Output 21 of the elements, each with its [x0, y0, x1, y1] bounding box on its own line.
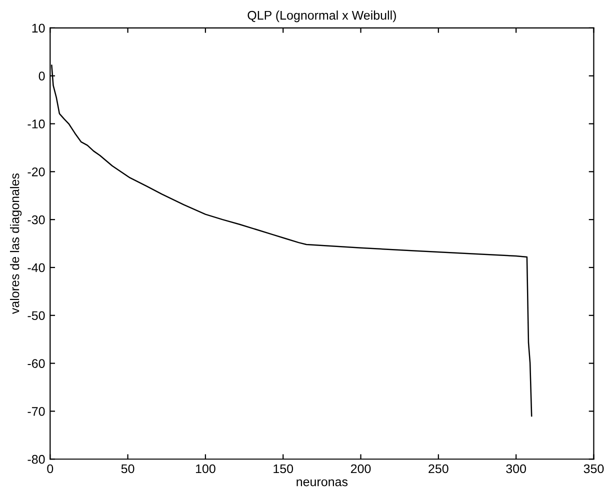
chart-title: QLP (Lognormal x Weibull) — [248, 10, 396, 22]
y-tick-label: -70 — [28, 407, 45, 416]
x-tick-label: 150 — [274, 464, 294, 474]
x-tick-label: 50 — [121, 464, 134, 474]
x-tick-label: 250 — [428, 464, 448, 474]
x-axis-title: neuronas — [296, 479, 348, 486]
y-tick-label: -50 — [28, 311, 45, 320]
y-tick-label: -60 — [28, 359, 45, 368]
y-tick-label: 0 — [38, 72, 45, 80]
y-tick-label: 10 — [32, 24, 45, 33]
x-tick-label: 300 — [506, 464, 526, 474]
y-tick-label: -80 — [28, 454, 45, 464]
y-tick-label: -20 — [28, 167, 45, 176]
y-tick-label: -40 — [28, 263, 45, 272]
y-tick-label: -10 — [28, 120, 45, 128]
y-tick-label: -30 — [28, 215, 45, 224]
x-tick-label: 200 — [350, 464, 371, 474]
x-tick-label: 100 — [196, 464, 216, 474]
x-tick-label: 0 — [47, 464, 54, 474]
y-axis-title: valores de las diagonales — [10, 173, 22, 314]
x-tick-label: 350 — [584, 464, 604, 474]
